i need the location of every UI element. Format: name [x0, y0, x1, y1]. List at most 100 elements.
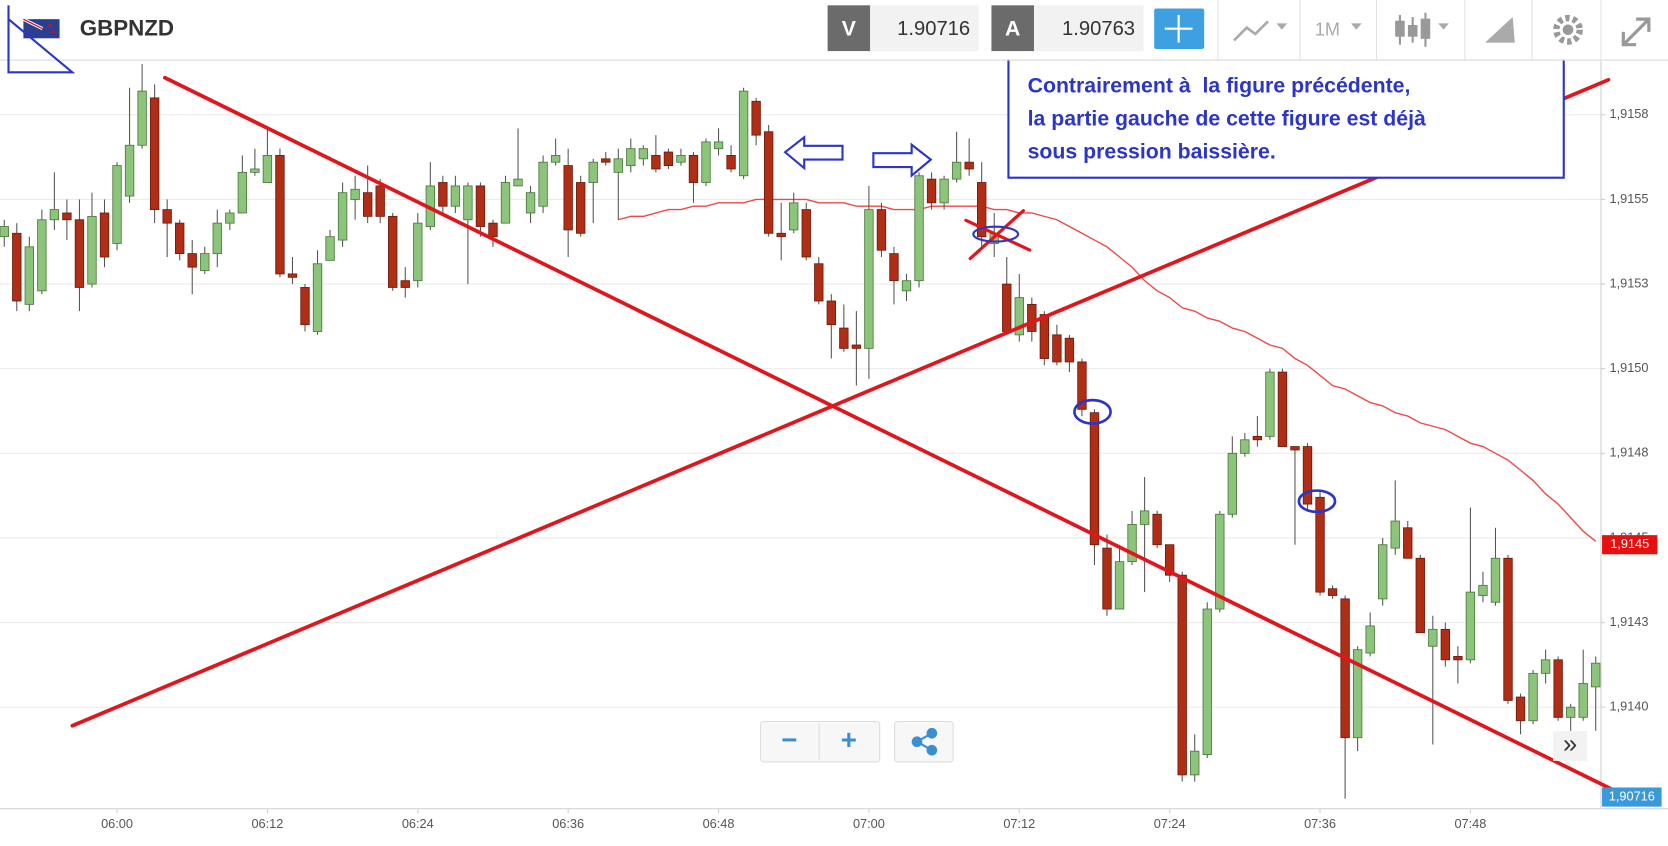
- candle-body: [438, 182, 448, 207]
- share-button[interactable]: [894, 720, 954, 763]
- candle-body: [250, 168, 260, 173]
- annotation-text: la partie gauche de cette figure est déj…: [1028, 107, 1426, 131]
- candle-body: [926, 178, 937, 204]
- candle-body: [513, 178, 523, 187]
- axes: 1,9140 1,9143 1,9145 1,9148 1,9150 1,9153 1,91…: [101, 106, 1658, 831]
- candle-body: [588, 161, 598, 183]
- candle-body: [0, 226, 9, 238]
- bid-button[interactable]: [827, 5, 871, 52]
- candle-body: [500, 182, 511, 224]
- x-tick-label: 06:12: [251, 816, 283, 831]
- chart-type-icon[interactable]: [1395, 12, 1431, 47]
- candle-body: [1252, 435, 1263, 441]
- candle-body: [1528, 672, 1538, 722]
- candle-body: [49, 209, 60, 221]
- candle-body: [200, 253, 210, 271]
- settings-icon[interactable]: [1553, 14, 1583, 45]
- candle-body: [1515, 696, 1526, 722]
- candle-body: [325, 236, 335, 261]
- x-tick-label: 07:24: [1154, 816, 1186, 831]
- candle-body: [450, 185, 461, 207]
- candle-body: [814, 263, 824, 302]
- drawn-triangle: [7, 5, 76, 74]
- candle-body: [337, 192, 348, 241]
- candle-body: [1164, 544, 1175, 576]
- icon-part: [911, 736, 923, 748]
- candle-body: [388, 215, 398, 288]
- ask-button[interactable]: [991, 5, 1034, 52]
- candle-body: [826, 300, 836, 326]
- icon-part: [926, 727, 938, 739]
- candle-body: [738, 90, 749, 177]
- candle-body: [864, 209, 874, 349]
- zoom-in[interactable]: +: [841, 724, 857, 755]
- arrow-right: [872, 142, 933, 178]
- candle-body: [1540, 659, 1551, 674]
- candle-body: [1240, 439, 1250, 454]
- timeframe[interactable]: 1M: [1315, 20, 1340, 40]
- candle-body: [1403, 527, 1413, 559]
- candle-body: [851, 344, 862, 349]
- candle-body: [1578, 683, 1588, 718]
- candle-body: [262, 155, 273, 183]
- flag-icon: [22, 17, 60, 39]
- indicator-icon[interactable]: [1233, 20, 1269, 42]
- candle-body: [638, 148, 649, 160]
- flag-stripe: [23, 18, 43, 30]
- scroll-icon: »: [1563, 731, 1577, 759]
- highlight-ellipse: [1073, 398, 1112, 425]
- candle-body: [1315, 496, 1325, 593]
- last-price-tag: [1602, 787, 1662, 807]
- dropdown-caret: [1276, 23, 1288, 30]
- candle-body: [149, 97, 160, 211]
- candle-body: [1390, 520, 1400, 549]
- zoom-out[interactable]: −: [781, 724, 797, 755]
- y-tick-label: 1,9140: [1609, 699, 1648, 714]
- candle-body: [1365, 625, 1375, 654]
- candle-body: [112, 165, 122, 244]
- candle-body: [1139, 510, 1150, 525]
- candle-body: [225, 212, 235, 224]
- bid-box: [870, 5, 979, 52]
- candle-body: [375, 185, 385, 217]
- candle-body: [1127, 523, 1137, 563]
- toolbar: GBPNZD V 1.90716 A 1.90763 1M: [0, 0, 1668, 74]
- candle-body: [1428, 628, 1438, 647]
- candle-body: [1478, 584, 1488, 596]
- candle-body: [601, 158, 611, 163]
- drawing-tool-icon[interactable]: [1485, 17, 1515, 43]
- x-tick-label: 07:12: [1003, 816, 1035, 831]
- scroll-button[interactable]: [1553, 731, 1588, 761]
- dropdown-caret: [1438, 23, 1449, 30]
- candle-body: [1265, 371, 1275, 437]
- y-tick-label: 1,9150: [1609, 360, 1648, 375]
- trend-line: [70, 77, 1611, 728]
- x-tick-label: 06:36: [552, 816, 584, 831]
- icon-part: [1395, 20, 1405, 37]
- candle-body: [162, 209, 172, 224]
- candle-body: [901, 280, 912, 292]
- candle-body: [99, 212, 110, 258]
- y-tick-label: 1,9153: [1609, 275, 1648, 290]
- y-tick-label: 1,9155: [1609, 191, 1648, 206]
- fullscreen-icon[interactable]: [1621, 17, 1651, 47]
- annotation-text: sous pression baissière.: [1028, 140, 1276, 164]
- crosshair-icon: [1164, 14, 1193, 43]
- candle-body: [751, 100, 761, 136]
- annotation-text: Contrairement à la figure précédente,: [1028, 74, 1411, 98]
- candle-body: [350, 188, 360, 200]
- dropdown-caret: [1350, 23, 1362, 30]
- candle-body: [187, 253, 197, 268]
- candle-body: [400, 280, 410, 288]
- candle-body: [475, 185, 486, 227]
- ask-label: A: [1005, 16, 1020, 40]
- ask-box: [1033, 5, 1144, 52]
- candle-body: [1014, 297, 1024, 336]
- icon-part: [1407, 25, 1418, 37]
- ma-price-tag: [1602, 535, 1658, 555]
- candle-body: [1440, 628, 1451, 661]
- candle-body: [1302, 446, 1313, 505]
- candle-body: [1553, 659, 1563, 718]
